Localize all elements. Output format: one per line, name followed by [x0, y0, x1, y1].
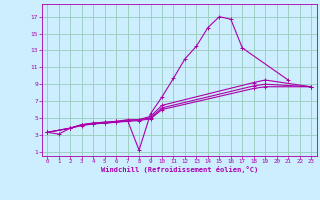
- X-axis label: Windchill (Refroidissement éolien,°C): Windchill (Refroidissement éolien,°C): [100, 166, 258, 173]
